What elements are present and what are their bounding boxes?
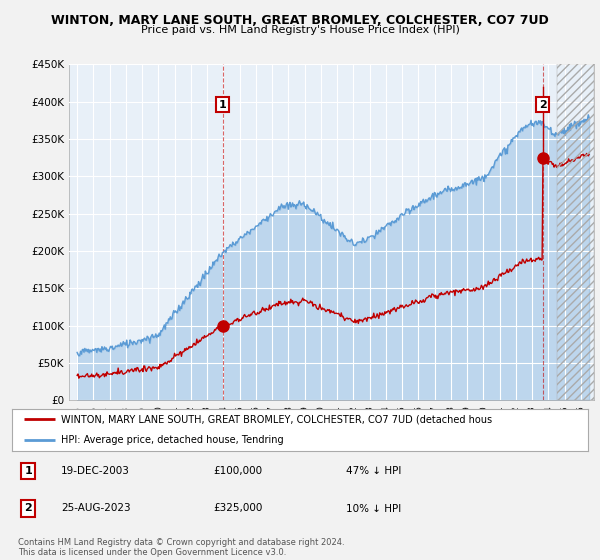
Text: 19-DEC-2003: 19-DEC-2003 (61, 466, 130, 476)
Text: WINTON, MARY LANE SOUTH, GREAT BROMLEY, COLCHESTER, CO7 7UD (detached hous: WINTON, MARY LANE SOUTH, GREAT BROMLEY, … (61, 414, 492, 424)
Text: £100,000: £100,000 (214, 466, 263, 476)
Text: 2: 2 (539, 100, 547, 110)
Text: 2: 2 (24, 503, 32, 514)
Text: 25-AUG-2023: 25-AUG-2023 (61, 503, 131, 514)
Text: 1: 1 (219, 100, 227, 110)
Text: WINTON, MARY LANE SOUTH, GREAT BROMLEY, COLCHESTER, CO7 7UD: WINTON, MARY LANE SOUTH, GREAT BROMLEY, … (51, 14, 549, 27)
Text: 47% ↓ HPI: 47% ↓ HPI (346, 466, 401, 476)
Text: HPI: Average price, detached house, Tendring: HPI: Average price, detached house, Tend… (61, 435, 284, 445)
Text: £325,000: £325,000 (214, 503, 263, 514)
Text: Price paid vs. HM Land Registry's House Price Index (HPI): Price paid vs. HM Land Registry's House … (140, 25, 460, 35)
Text: 10% ↓ HPI: 10% ↓ HPI (346, 503, 401, 514)
Text: Contains HM Land Registry data © Crown copyright and database right 2024.
This d: Contains HM Land Registry data © Crown c… (18, 538, 344, 557)
Text: 1: 1 (24, 466, 32, 476)
